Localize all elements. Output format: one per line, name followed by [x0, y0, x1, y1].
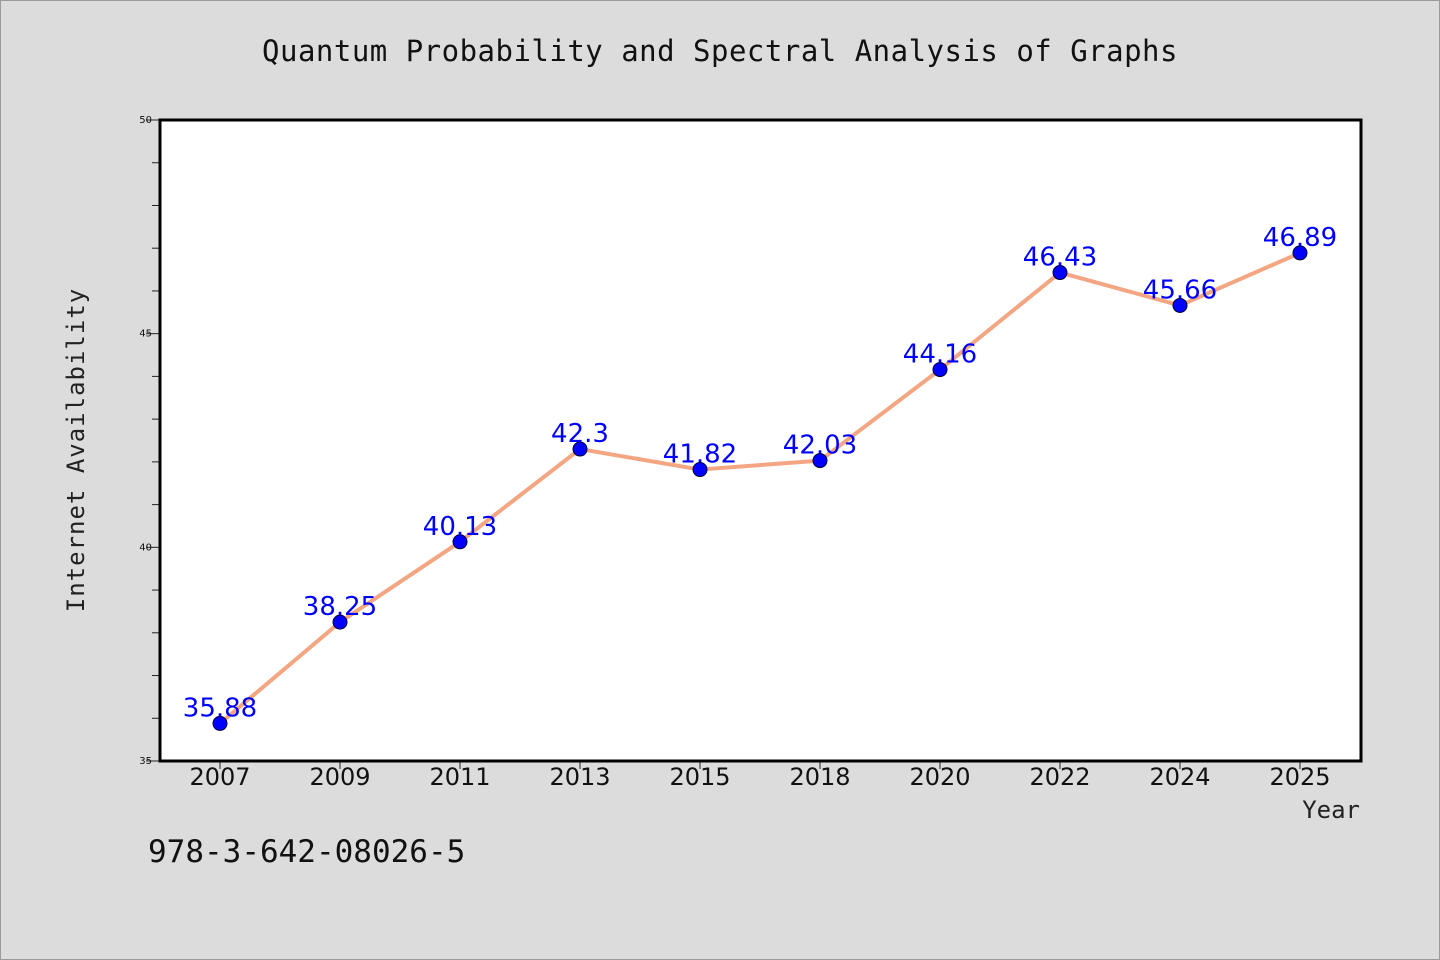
data-label: 45.66 — [1143, 275, 1217, 305]
data-label: 41.82 — [663, 440, 737, 470]
data-point — [332, 614, 348, 630]
x-axis-label: Year — [1302, 796, 1360, 824]
data-point — [572, 441, 588, 457]
data-label: 46.43 — [1023, 243, 1097, 273]
data-label: 40.13 — [423, 512, 497, 542]
x-tick-label: 2007 — [189, 763, 250, 791]
isbn-text: 978-3-642-08026-5 — [148, 834, 466, 870]
plot-area — [160, 120, 1361, 761]
data-point — [932, 362, 948, 378]
data-point — [452, 534, 468, 550]
data-point — [212, 715, 228, 731]
x-tick-label: 2013 — [549, 763, 610, 791]
x-tick-label: 2024 — [1149, 763, 1210, 791]
x-tick-label: 2020 — [909, 763, 970, 791]
x-tick-label: 2025 — [1269, 763, 1330, 791]
y-tick-label: 45 — [139, 329, 152, 340]
data-label: 42.03 — [783, 431, 857, 461]
data-label: 44.16 — [903, 340, 977, 370]
series-line — [218, 250, 1302, 726]
data-point — [692, 462, 708, 478]
data-point — [1052, 265, 1068, 281]
data-point — [1292, 245, 1308, 261]
plot-border — [158, 118, 1363, 763]
data-label: 46.89 — [1263, 223, 1337, 253]
y-tick-label: 40 — [139, 542, 152, 553]
data-point — [812, 453, 828, 469]
x-tick-label: 2022 — [1029, 763, 1090, 791]
data-label: 35.88 — [183, 693, 257, 723]
x-tick-label: 2011 — [429, 763, 490, 791]
data-label: 38.25 — [303, 592, 377, 622]
y-tick-label: 50 — [139, 115, 152, 126]
x-tick-label: 2009 — [309, 763, 370, 791]
y-tick-label: 35 — [139, 756, 152, 767]
x-tick-label: 2015 — [669, 763, 730, 791]
data-label: 42.3 — [551, 419, 609, 449]
x-tick-label: 2018 — [789, 763, 850, 791]
chart-title: Quantum Probability and Spectral Analysi… — [262, 34, 1178, 68]
data-point — [1172, 297, 1188, 313]
